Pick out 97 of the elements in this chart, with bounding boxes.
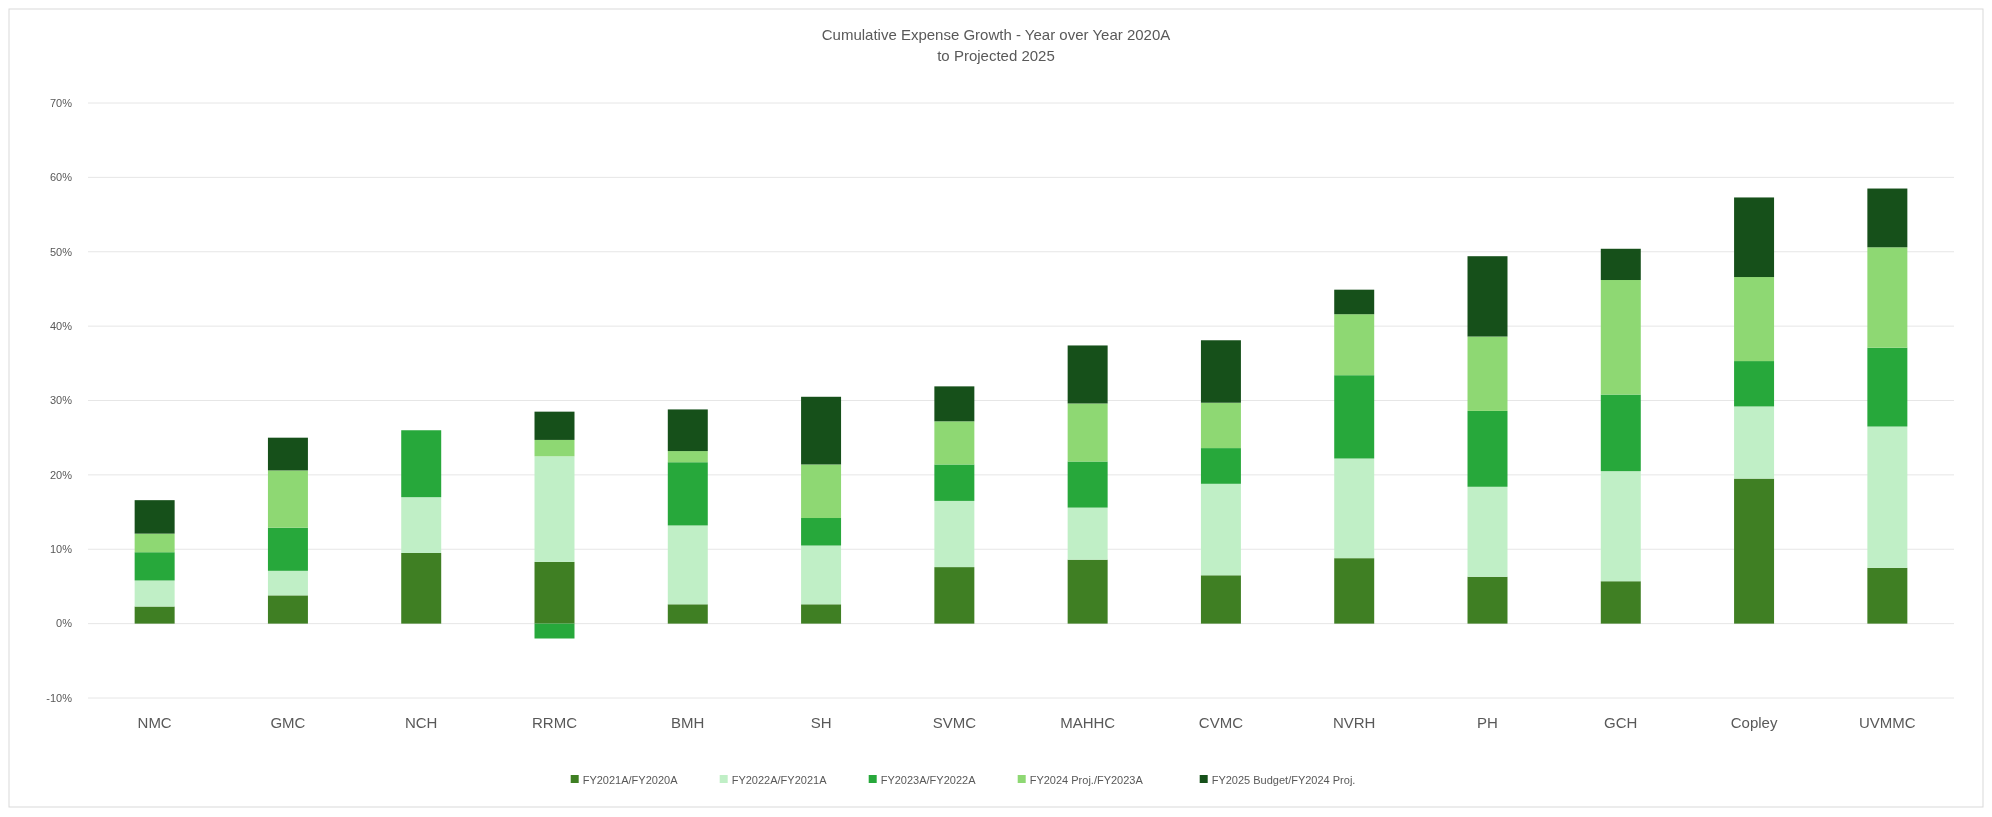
bar	[801, 464, 842, 519]
bar	[534, 456, 575, 562]
bar	[134, 552, 175, 581]
x-tick-label: MAHHC	[1060, 714, 1116, 731]
bar	[1600, 280, 1641, 395]
bar	[1334, 558, 1375, 624]
bar	[667, 525, 708, 605]
bar	[801, 545, 842, 605]
bar	[1334, 375, 1375, 459]
bar	[667, 604, 708, 624]
y-tick-label: 50%	[49, 245, 73, 258]
bar	[534, 623, 575, 639]
bar	[1200, 340, 1241, 403]
x-tick-label: RRMC	[532, 714, 578, 731]
bar	[801, 396, 842, 465]
legend-label: FY2023A/FY2022A	[880, 773, 977, 786]
bar	[1734, 478, 1775, 624]
bar	[1734, 406, 1775, 479]
bar	[267, 570, 308, 596]
bar	[1334, 458, 1375, 559]
bar	[1067, 345, 1108, 404]
y-tick-label: 30%	[49, 394, 73, 407]
x-tick-label: NMC	[137, 714, 172, 731]
bar	[1600, 471, 1641, 582]
bar	[934, 421, 975, 465]
bar	[1867, 188, 1908, 248]
x-tick-label: GCH	[1604, 714, 1638, 731]
bar	[267, 527, 308, 571]
bar	[401, 497, 442, 553]
bar	[267, 470, 308, 528]
bar	[134, 500, 175, 534]
y-tick-label: 40%	[49, 319, 73, 332]
bar	[534, 411, 575, 440]
y-tick-label: 0%	[56, 617, 73, 630]
bar	[1200, 483, 1241, 576]
y-tick-label: 60%	[49, 171, 73, 184]
x-tick-label: SVMC	[932, 714, 977, 731]
legend-label: FY2024 Proj./FY2023A	[1029, 773, 1144, 786]
x-tick-label: Copley	[1730, 714, 1778, 731]
x-tick-label: NCH	[404, 714, 438, 731]
legend-label: FY2022A/FY2021A	[731, 773, 828, 786]
bar	[1067, 559, 1108, 624]
bar	[1467, 486, 1508, 577]
y-tick-label: -10%	[46, 691, 73, 704]
bar	[1600, 581, 1641, 624]
bar	[401, 430, 442, 498]
bar	[1334, 314, 1375, 376]
bar	[534, 561, 575, 624]
bar	[801, 518, 842, 546]
x-tick-label: UVMMC	[1859, 714, 1916, 731]
bar	[1734, 361, 1775, 407]
bar	[667, 409, 708, 452]
x-tick-label: BMH	[671, 714, 705, 731]
bar	[801, 604, 842, 624]
bar	[1067, 507, 1108, 560]
bar	[134, 606, 175, 624]
bar	[1867, 567, 1908, 624]
bar	[134, 533, 175, 553]
x-tick-label: GMC	[270, 714, 306, 731]
bar	[1467, 336, 1508, 411]
bar	[934, 464, 975, 501]
bar	[1067, 461, 1108, 508]
x-tick-label: PH	[1477, 714, 1498, 731]
bar	[667, 451, 708, 463]
bar	[1867, 247, 1908, 348]
bar	[267, 437, 308, 471]
bar	[1867, 347, 1908, 427]
bar	[1334, 289, 1375, 315]
bar	[1467, 256, 1508, 337]
bar	[1200, 575, 1241, 624]
x-tick-label: CVMC	[1198, 714, 1244, 731]
bar	[1600, 248, 1641, 281]
bar	[1734, 277, 1775, 362]
bar	[1200, 402, 1241, 449]
bar	[1467, 576, 1508, 624]
y-tick-label: 20%	[49, 468, 73, 481]
legend-label: FY2021A/FY2020A	[582, 773, 679, 786]
x-tick-label: NVRH	[1332, 714, 1376, 731]
bar	[934, 386, 975, 422]
bar	[1734, 197, 1775, 278]
bar	[134, 580, 175, 607]
y-tick-label: 10%	[49, 543, 73, 556]
bar	[534, 439, 575, 457]
bar	[934, 567, 975, 624]
bar	[1867, 426, 1908, 568]
bar	[401, 552, 442, 624]
bar	[1200, 448, 1241, 484]
y-tick-label: 70%	[49, 96, 73, 109]
bar	[267, 595, 308, 624]
bar	[1600, 394, 1641, 472]
bar	[934, 500, 975, 568]
legend-label: FY2025 Budget/FY2024 Proj.	[1211, 773, 1356, 786]
bar	[1467, 410, 1508, 487]
x-tick-label: SH	[810, 714, 832, 731]
bar	[667, 462, 708, 526]
bar	[1067, 403, 1108, 462]
chart-title: Cumulative Expense Growth - Year over Year 2020A to Projected 2025	[821, 26, 1171, 64]
